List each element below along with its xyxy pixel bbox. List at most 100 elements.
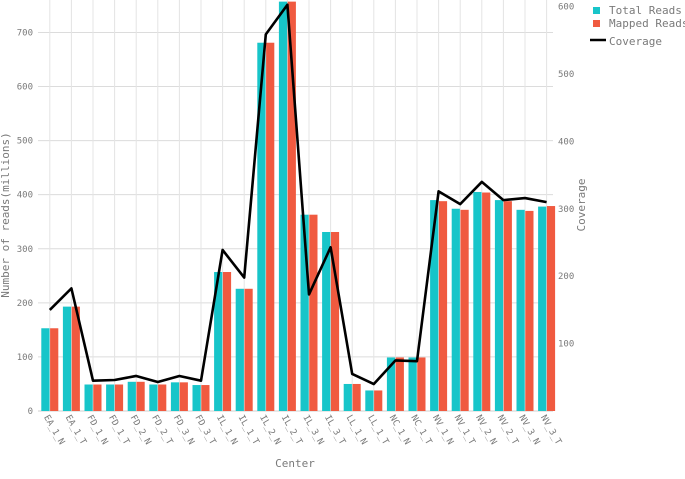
x-tick-label: LL_1_N: [344, 414, 369, 447]
y-tick-label-left: 400: [17, 191, 33, 201]
legend-swatch-mapped-reads: [593, 20, 600, 27]
coverage-line: [48, 3, 547, 386]
x-tick-label: NV_1_N: [430, 414, 455, 447]
left-axis-ticks: 0 100 200 300 400 500 600 700: [17, 28, 33, 417]
y-tick-label-right: 500: [558, 70, 574, 80]
x-tick-label: IL_3_T: [322, 414, 347, 448]
bar-total-reads: [365, 390, 374, 411]
x-tick-label: FD_1_N: [84, 414, 109, 447]
bar-total-reads: [214, 272, 223, 411]
y-tick-label-left: 700: [17, 28, 33, 38]
x-axis-title: Center: [275, 457, 315, 470]
bar-total-reads: [257, 42, 266, 411]
line-layer: [48, 3, 547, 386]
bar-mapped-reads: [503, 201, 512, 411]
x-tick-label: NC_1_T: [408, 414, 433, 448]
bar-mapped-reads: [309, 214, 318, 411]
bar-mapped-reads: [330, 231, 340, 411]
bar-total-reads: [322, 231, 331, 411]
bar-mapped-reads: [266, 42, 275, 411]
legend: Total Reads Mapped Reads Coverage: [590, 4, 685, 48]
bar-total-reads: [170, 382, 180, 411]
x-tick-label: LL_1_T: [365, 414, 390, 448]
x-tick-label: IL_2_N: [257, 414, 282, 447]
y-tick-label-right: 400: [558, 137, 574, 147]
bar-mapped-reads: [352, 383, 361, 411]
bar-mapped-reads: [525, 210, 534, 411]
bar-mapped-reads: [222, 272, 232, 411]
bar-mapped-reads: [460, 209, 469, 411]
bar-total-reads: [127, 381, 136, 411]
y-tick-label-left: 100: [17, 353, 33, 363]
y-tick-label-right: 600: [558, 3, 574, 13]
bar-mapped-reads: [136, 381, 145, 411]
x-tick-label: IL_1_N: [214, 414, 239, 447]
bar-mapped-reads: [158, 384, 167, 411]
y-tick-label-left: 600: [17, 83, 33, 93]
bar-total-reads: [192, 385, 201, 411]
bar-total-reads: [386, 357, 396, 411]
y-tick-label-left: 300: [17, 245, 33, 255]
y-tick-label-right: 100: [558, 340, 574, 350]
x-tick-label: NV_3_N: [516, 414, 541, 447]
bar-total-reads: [430, 200, 439, 411]
bar-total-reads: [473, 191, 482, 411]
bar-total-reads: [343, 383, 352, 411]
x-tick-label: FD_1_T: [106, 414, 131, 448]
y-tick-label-left: 0: [28, 407, 33, 417]
x-tick-label: FD_2_N: [128, 414, 153, 447]
bar-mapped-reads: [374, 390, 383, 411]
y-tick-label-right: 200: [558, 272, 574, 282]
x-tick-label: EA_1_N: [41, 414, 66, 447]
x-tick-label: NC_1_N: [387, 414, 412, 447]
x-tick-label: IL_2_T: [279, 414, 304, 448]
x-tick-label: IL_3_N: [300, 414, 325, 447]
bar-mapped-reads: [50, 328, 59, 411]
x-tick-label: NV_2_N: [473, 414, 498, 447]
bar-total-reads: [84, 384, 93, 411]
bar-mapped-reads: [201, 385, 210, 411]
x-tick-label: NV_1_T: [452, 414, 477, 448]
bar-mapped-reads: [417, 357, 426, 411]
bar-mapped-reads: [438, 201, 448, 411]
bar-total-reads: [538, 206, 547, 411]
legend-swatch-total-reads: [593, 7, 600, 14]
bar-total-reads: [278, 1, 288, 411]
bar-total-reads: [62, 306, 72, 411]
y-axis-title-left: Number of reads(millions): [0, 132, 12, 298]
bar-total-reads: [106, 384, 115, 411]
bar-mapped-reads: [395, 357, 404, 411]
x-tick-label: NV_3_T: [538, 414, 563, 448]
bar-total-reads: [300, 214, 309, 411]
x-axis-ticks: EA_1_NEA_1_TFD_1_NFD_1_TFD_2_NFD_2_TFD_3…: [41, 414, 563, 448]
x-tick-label: EA_1_T: [63, 414, 88, 448]
bar-mapped-reads: [114, 384, 124, 411]
bar-total-reads: [149, 384, 158, 411]
bar-mapped-reads: [93, 384, 102, 411]
bar-total-reads: [494, 200, 504, 411]
x-tick-label: FD_2_T: [149, 414, 174, 448]
y-tick-label-right: 300: [558, 205, 574, 215]
y-tick-label-left: 500: [17, 137, 33, 147]
bars-layer: [41, 1, 556, 411]
bar-mapped-reads: [71, 306, 80, 411]
y-tick-label-left: 200: [17, 299, 33, 309]
bar-total-reads: [408, 357, 417, 411]
bar-total-reads: [41, 328, 50, 411]
bar-mapped-reads: [244, 288, 253, 411]
grid-layer: [38, 0, 553, 412]
x-tick-label: FD_3_N: [171, 414, 196, 447]
bar-total-reads: [451, 208, 460, 411]
legend-label-mapped-reads: Mapped Reads: [609, 17, 685, 30]
x-tick-label: NV_2_T: [495, 414, 520, 448]
bar-total-reads: [516, 209, 525, 411]
x-tick-label: IL_1_T: [236, 414, 261, 448]
bar-mapped-reads: [287, 1, 296, 411]
bar-mapped-reads: [546, 206, 556, 411]
legend-label-total-reads: Total Reads: [609, 4, 682, 17]
x-tick-label: FD_3_T: [192, 414, 217, 448]
legend-label-coverage: Coverage: [609, 35, 662, 48]
bar-mapped-reads: [482, 192, 491, 411]
